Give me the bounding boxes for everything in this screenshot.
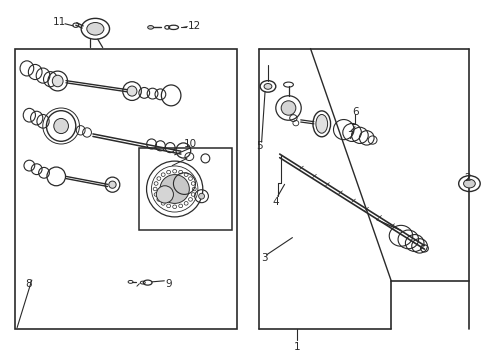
Ellipse shape xyxy=(108,181,116,188)
Text: 11: 11 xyxy=(52,17,65,27)
Bar xyxy=(139,148,232,230)
Ellipse shape xyxy=(315,114,327,133)
Circle shape xyxy=(463,179,474,188)
Circle shape xyxy=(264,84,271,89)
Ellipse shape xyxy=(127,86,137,96)
Text: 2: 2 xyxy=(464,173,470,183)
Ellipse shape xyxy=(281,101,295,115)
Text: 5: 5 xyxy=(256,141,263,151)
Text: 8: 8 xyxy=(25,279,32,289)
Text: 10: 10 xyxy=(183,139,196,149)
Ellipse shape xyxy=(156,186,173,203)
Ellipse shape xyxy=(198,193,204,199)
Text: 9: 9 xyxy=(165,279,172,289)
Text: 1: 1 xyxy=(293,342,300,352)
Ellipse shape xyxy=(52,75,63,87)
Text: 3: 3 xyxy=(261,253,267,264)
Text: 4: 4 xyxy=(272,197,279,207)
Ellipse shape xyxy=(54,118,68,134)
Text: 6: 6 xyxy=(351,107,358,117)
Text: 12: 12 xyxy=(188,21,201,31)
Ellipse shape xyxy=(160,175,189,203)
Bar xyxy=(15,49,237,329)
Ellipse shape xyxy=(87,22,104,35)
Text: 7: 7 xyxy=(346,131,353,141)
Ellipse shape xyxy=(147,26,153,29)
